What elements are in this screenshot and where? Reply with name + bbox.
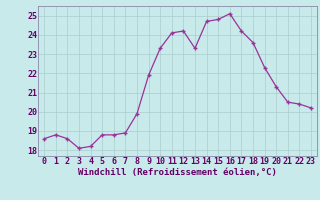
X-axis label: Windchill (Refroidissement éolien,°C): Windchill (Refroidissement éolien,°C) (78, 168, 277, 177)
